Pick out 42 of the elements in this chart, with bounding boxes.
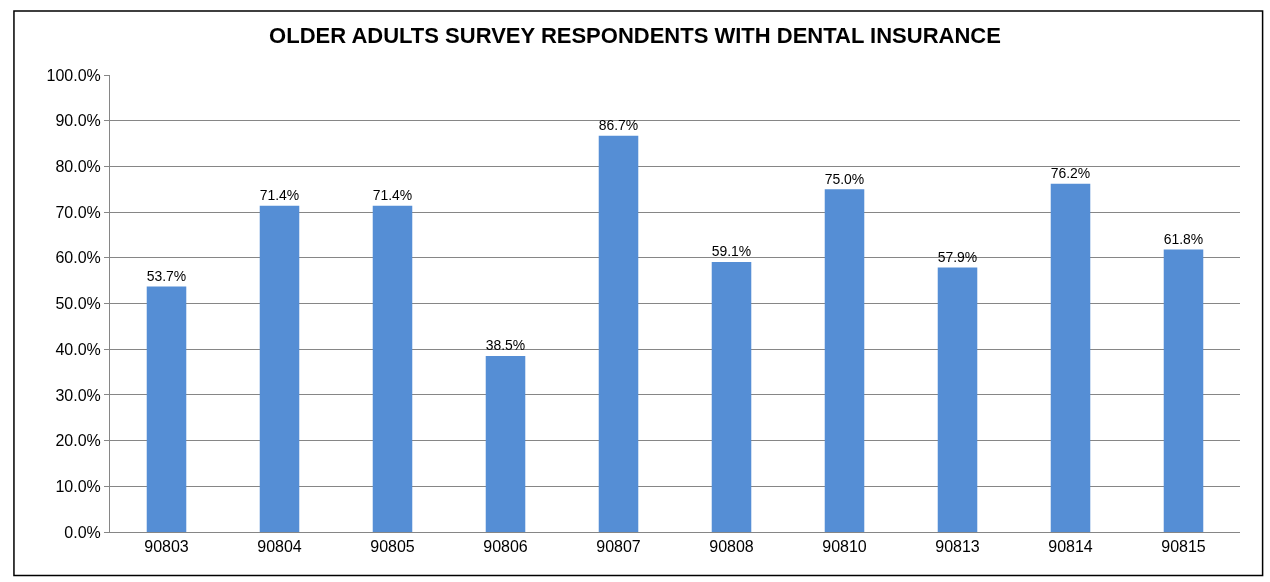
x-tick-label: 90805 — [370, 538, 415, 556]
y-tick-label: 100.0% — [46, 66, 101, 84]
bar — [824, 189, 865, 532]
x-tick-label: 90810 — [822, 538, 867, 556]
data-label: 53.7% — [146, 267, 187, 284]
bar — [146, 286, 187, 532]
y-tick-label: 60.0% — [55, 249, 101, 267]
x-tick-label: 90813 — [935, 538, 980, 556]
y-tick-label: 30.0% — [55, 386, 101, 404]
data-label: 71.4% — [259, 187, 300, 204]
x-tick-label: 90808 — [709, 538, 754, 556]
bar — [598, 135, 639, 532]
y-tick-label: 0.0% — [64, 523, 101, 541]
data-label: 59.1% — [711, 243, 752, 260]
y-tick-label: 40.0% — [55, 340, 101, 358]
x-tick-label: 90814 — [1048, 538, 1093, 556]
data-label: 61.8% — [1163, 230, 1204, 247]
chart-title: OLDER ADULTS SURVEY RESPONDENTS WITH DENTAL INSURANCE — [269, 22, 1001, 48]
x-tick-label: 90803 — [144, 538, 189, 556]
x-tick-label: 90807 — [596, 538, 641, 556]
bar — [1050, 183, 1091, 532]
data-label: 71.4% — [372, 187, 413, 204]
bar — [485, 356, 526, 532]
y-tick-label: 50.0% — [55, 295, 101, 313]
y-tick-label: 90.0% — [55, 112, 101, 130]
y-tick-label: 20.0% — [55, 432, 101, 450]
bar — [711, 261, 752, 532]
bar — [372, 205, 413, 532]
bar — [937, 267, 978, 532]
data-label: 86.7% — [598, 117, 639, 134]
x-tick-label: 90815 — [1161, 538, 1206, 556]
data-label: 38.5% — [485, 337, 526, 354]
data-label: 75.0% — [824, 170, 865, 187]
y-tick-label: 10.0% — [55, 477, 101, 495]
data-label: 76.2% — [1050, 165, 1091, 182]
y-tick-label: 80.0% — [55, 158, 101, 175]
x-tick-label: 90806 — [483, 538, 528, 556]
y-tick-label: 70.0% — [55, 203, 101, 221]
bar — [259, 205, 300, 532]
data-label: 57.9% — [937, 248, 978, 265]
x-tick-label: 90804 — [257, 538, 302, 556]
bar — [1163, 249, 1204, 532]
